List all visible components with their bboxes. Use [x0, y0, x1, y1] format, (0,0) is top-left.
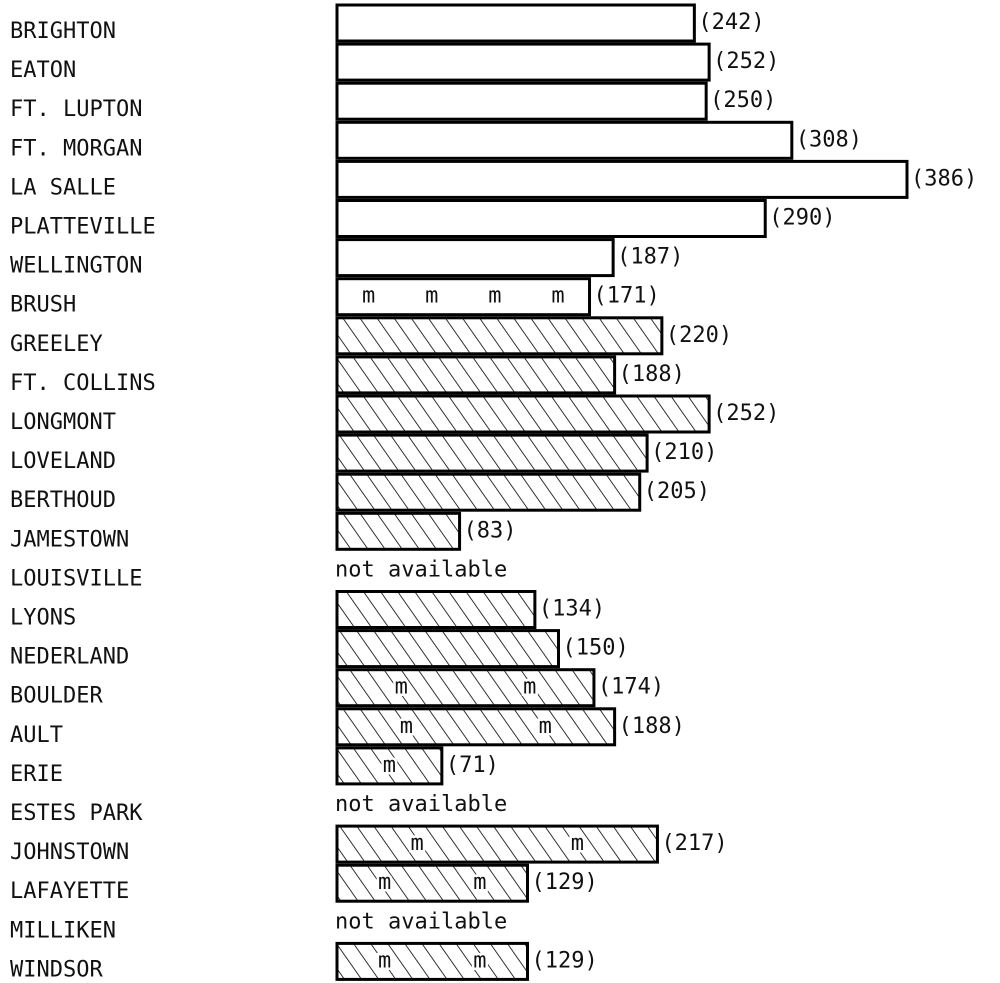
category-label: LAFAYETTE — [10, 879, 129, 904]
bar — [335, 824, 659, 864]
bar — [335, 42, 711, 82]
value-label: (210) — [651, 440, 717, 465]
category-label: FT. MORGAN — [10, 136, 142, 161]
category-label: BERTHOUD — [10, 488, 116, 513]
inner-mark: m — [383, 753, 396, 778]
category-label: WINDSOR — [10, 957, 103, 982]
value-label: (174) — [598, 675, 664, 700]
value-label: (188) — [619, 362, 685, 387]
category-label: LOVELAND — [10, 449, 116, 474]
bar — [335, 746, 444, 786]
category-label: LONGMONT — [10, 410, 116, 435]
bar — [335, 355, 617, 395]
value-label: (252) — [713, 49, 779, 74]
category-label: MILLIKEN — [10, 918, 116, 943]
inner-mark: m — [473, 948, 486, 973]
category-label: JAMESTOWN — [10, 527, 129, 552]
category-label: PLATTEVILLE — [10, 215, 156, 240]
value-label: (129) — [531, 870, 597, 895]
category-label: ERIE — [10, 762, 63, 787]
inner-mark: m — [539, 714, 552, 739]
bar — [335, 472, 642, 512]
value-label: (134) — [539, 597, 605, 622]
bar — [335, 277, 592, 317]
bar — [335, 863, 529, 903]
inner-mark: m — [378, 948, 391, 973]
category-label: WELLINGTON — [10, 254, 142, 279]
bar — [335, 238, 615, 278]
bar — [335, 159, 909, 199]
value-label: (250) — [710, 88, 776, 113]
bar — [335, 81, 708, 121]
value-label: (171) — [594, 284, 660, 309]
inner-mark: m — [410, 831, 423, 856]
value-label: (187) — [617, 245, 683, 270]
value-label: (205) — [644, 479, 710, 504]
category-label: ESTES PARK — [10, 801, 143, 826]
bar — [335, 316, 664, 356]
category-label: JOHNSTOWN — [10, 840, 129, 865]
category-label: FT. COLLINS — [10, 371, 156, 396]
inner-mark: m — [400, 714, 413, 739]
category-label: AULT — [10, 723, 63, 748]
inner-mark: m — [425, 284, 438, 309]
inner-mark: m — [551, 284, 564, 309]
category-label: NEDERLAND — [10, 645, 129, 670]
not-available-label: not available — [335, 792, 507, 817]
bar — [335, 941, 529, 981]
value-label: (83) — [464, 518, 517, 543]
category-label: LOUISVILLE — [10, 566, 142, 591]
category-label: LA SALLE — [10, 175, 116, 200]
value-label: (308) — [796, 127, 862, 152]
value-label: (242) — [698, 10, 764, 35]
value-label: (217) — [661, 831, 727, 856]
bar — [335, 3, 696, 43]
value-label: (188) — [619, 714, 685, 739]
bar — [335, 629, 561, 669]
inner-mark: m — [473, 870, 486, 895]
value-label: (252) — [713, 401, 779, 426]
not-available-label: not available — [335, 557, 507, 582]
bar — [335, 394, 711, 434]
category-label: LYONS — [10, 606, 76, 631]
value-label: (129) — [531, 948, 597, 973]
inner-mark: m — [488, 284, 501, 309]
bar — [335, 511, 462, 551]
value-label: (386) — [911, 166, 977, 191]
inner-mark: m — [395, 675, 408, 700]
category-label: BOULDER — [10, 684, 103, 709]
inner-mark: m — [571, 831, 584, 856]
value-label: (220) — [666, 323, 732, 348]
inner-mark: m — [362, 284, 375, 309]
category-label: EATON — [10, 58, 76, 83]
value-label: (71) — [446, 753, 499, 778]
category-label: BRUSH — [10, 293, 76, 318]
category-label: FT. LUPTON — [10, 97, 142, 122]
inner-mark: m — [378, 870, 391, 895]
bar — [335, 668, 596, 708]
value-label: (290) — [769, 206, 835, 231]
bar — [335, 120, 794, 160]
bar — [335, 707, 617, 747]
value-label: (150) — [563, 636, 629, 661]
inner-mark: m — [523, 675, 536, 700]
category-label: GREELEY — [10, 332, 103, 357]
bar — [335, 199, 767, 238]
not-available-label: not available — [335, 909, 507, 934]
bar — [335, 590, 537, 629]
category-label: BRIGHTON — [10, 19, 116, 44]
bar — [335, 433, 649, 473]
